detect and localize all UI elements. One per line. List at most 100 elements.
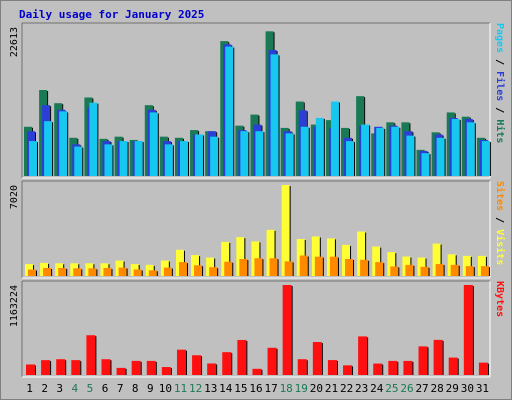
visits-sites-sites-day-6-bar xyxy=(103,267,112,276)
kbytes-kbytes-day-12-bar xyxy=(192,355,202,375)
hits-files-pages-pages-day-29-bar xyxy=(451,119,460,176)
kbytes-kbytes-day-30-bar xyxy=(463,285,473,375)
x-tick-label-19: 19 xyxy=(295,382,308,395)
visits-sites-sites-day-20-bar xyxy=(314,256,323,276)
kbytes-kbytes-day-25-bar xyxy=(388,360,398,375)
hits-files-pages-pages-day-13-bar xyxy=(210,136,219,176)
visits-sites-sites-day-7-bar xyxy=(118,267,127,276)
visits-sites-sites-day-30-bar xyxy=(465,266,474,276)
visits-sites-visits-day-28-bar xyxy=(432,243,441,276)
visits-sites-visits-day-24-bar xyxy=(372,246,381,276)
x-tick-label-31: 31 xyxy=(476,382,489,395)
kbytes-kbytes-day-19-bar xyxy=(297,359,307,375)
visits-sites-visits-day-15-bar xyxy=(236,237,245,276)
x-tick-label-5: 5 xyxy=(87,382,94,395)
hits-files-pages-pages-day-31-bar xyxy=(481,141,490,176)
hits-files-pages-pages-day-5-bar xyxy=(89,102,98,176)
x-tick-label-3: 3 xyxy=(56,382,63,395)
kbytes-kbytes-day-26-bar xyxy=(403,360,413,375)
kbytes-kbytes-day-1-bar xyxy=(26,364,35,375)
kbytes-kbytes-day-3-bar xyxy=(56,359,66,375)
visits-sites-sites-day-2-bar xyxy=(43,267,52,276)
hits-files-pages-pages-day-25-bar xyxy=(391,126,400,176)
hits-files-pages-pages-day-27-bar xyxy=(421,153,430,176)
hits-files-pages-pages-day-17-bar xyxy=(270,54,279,177)
visits-sites-visits-day-18-bar xyxy=(281,185,290,276)
hits-files-pages-pages-day-6-bar xyxy=(104,144,113,176)
hits-files-pages-pages-day-26-bar xyxy=(406,135,415,176)
kbytes-legend-label: KBytes xyxy=(494,281,505,317)
x-tick-label-22: 22 xyxy=(340,382,353,395)
visits-sites-sites-day-15-bar xyxy=(239,259,248,276)
kbytes-kbytes-day-27-bar xyxy=(418,346,428,375)
visits-sites-sites-day-21-bar xyxy=(329,256,338,276)
hits-files-pages-pages-day-10-bar xyxy=(164,144,173,176)
hits-files-pages-pages-day-7-bar xyxy=(119,141,128,176)
hits-files-pages-legend-part-3: / xyxy=(494,101,505,119)
kbytes-kbytes-day-28-bar xyxy=(433,339,443,375)
kbytes-kbytes-day-2-bar xyxy=(41,360,51,375)
kbytes-kbytes-day-18-bar xyxy=(282,285,292,375)
visits-sites-sites-day-26-bar xyxy=(405,264,414,276)
kbytes-kbytes-day-8-bar xyxy=(131,360,141,375)
kbytes-kbytes-day-21-bar xyxy=(327,360,337,375)
x-tick-label-6: 6 xyxy=(102,382,109,395)
x-tick-label-23: 23 xyxy=(355,382,368,395)
visits-sites-sites-day-31-bar xyxy=(480,266,489,276)
visits-sites-sites-day-23-bar xyxy=(360,259,369,276)
visits-sites-panel: 7020 Sites / Visits xyxy=(9,180,506,279)
visits-sites-legend-part-1: / xyxy=(494,211,505,229)
x-tick-label-20: 20 xyxy=(310,382,323,395)
visits-sites-visits-day-31-bar xyxy=(477,255,486,276)
visits-sites-sites-day-22-bar xyxy=(345,259,354,276)
hits-files-pages-pages-day-18-bar xyxy=(285,133,294,176)
visits-sites-sites-day-28-bar xyxy=(435,264,444,276)
hits-files-pages-pages-day-16-bar xyxy=(255,131,264,176)
visits-sites-sites-day-8-bar xyxy=(133,269,142,276)
x-tick-label-17: 17 xyxy=(264,382,277,395)
x-tick-label-10: 10 xyxy=(159,382,172,395)
kbytes-kbytes-day-15-bar xyxy=(237,339,247,375)
visits-sites-sites-day-29-bar xyxy=(450,264,459,276)
hits-files-pages-pages-day-23-bar xyxy=(361,124,370,176)
hits-files-pages-max-label: 22613 xyxy=(9,27,20,57)
visits-sites-visits-day-30-bar xyxy=(462,255,471,276)
visits-sites-legend-label: Sites / Visits xyxy=(494,181,506,265)
kbytes-kbytes-day-9-bar xyxy=(146,360,156,375)
kbytes-kbytes-day-4-bar xyxy=(71,360,81,375)
visits-sites-sites-day-12-bar xyxy=(194,265,203,276)
x-tick-label-28: 28 xyxy=(431,382,444,395)
x-tick-label-29: 29 xyxy=(446,382,459,395)
x-tick-label-27: 27 xyxy=(415,382,428,395)
kbytes-kbytes-day-16-bar xyxy=(252,368,262,375)
visits-sites-visits-day-25-bar xyxy=(387,252,396,276)
hits-files-pages-pages-day-2-bar xyxy=(44,121,53,176)
kbytes-kbytes-day-31-bar xyxy=(478,362,488,375)
visits-sites-legend-part-2: Visits xyxy=(494,229,506,265)
kbytes-legend-part-0: KBytes xyxy=(494,281,505,317)
hits-files-pages-legend-part-1: / xyxy=(494,53,505,71)
hits-files-pages-pages-day-14-bar xyxy=(225,46,234,177)
kbytes-kbytes-day-24-bar xyxy=(373,363,383,375)
visits-sites-legend-part-0: Sites xyxy=(494,181,506,211)
visits-sites-sites-day-18-bar xyxy=(284,261,293,276)
visits-sites-visits-day-14-bar xyxy=(221,241,230,276)
kbytes-kbytes-day-13-bar xyxy=(207,363,217,375)
chart-panels: 22613 Pages / Files / Hits 7020 Sites / Vis… xyxy=(9,22,506,378)
visits-sites-sites-day-11-bar xyxy=(178,262,187,276)
visits-sites-max-label: 7020 xyxy=(9,185,20,209)
x-tick-label-15: 15 xyxy=(234,382,247,395)
visits-sites-sites-day-5-bar xyxy=(88,268,97,276)
kbytes-kbytes-day-10-bar xyxy=(161,367,171,375)
hits-files-pages-pages-day-4-bar xyxy=(74,146,83,176)
hits-files-pages-pages-day-21-bar xyxy=(330,101,339,176)
visits-sites-sites-day-4-bar xyxy=(73,268,82,276)
kbytes-panel: 1163224 KBytes xyxy=(9,280,505,378)
hits-files-pages-pages-day-12-bar xyxy=(195,134,204,176)
kbytes-kbytes-day-5-bar xyxy=(86,335,96,375)
x-tick-label-21: 21 xyxy=(325,382,338,395)
hits-files-pages-pages-day-8-bar xyxy=(134,141,143,176)
chart-title: Daily usage for January 2025 xyxy=(19,8,205,21)
hits-files-pages-legend-label: Pages / Files / Hits xyxy=(494,23,506,143)
visits-sites-sites-day-14-bar xyxy=(224,261,233,276)
